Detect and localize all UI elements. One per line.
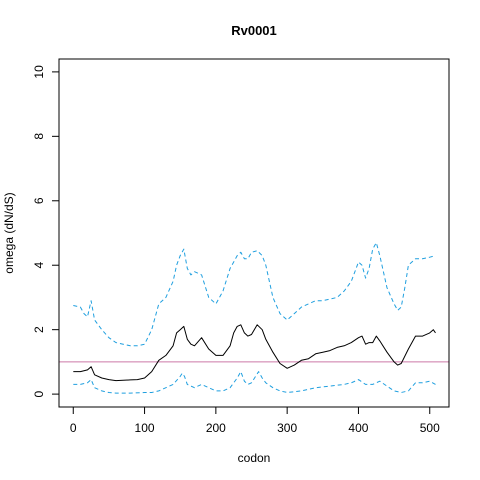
chart-title: Rv0001 [231,23,277,38]
x-axis: 0 100 200 300 400 500 [70,406,440,435]
series-group [73,242,436,394]
x-tick-label: 100 [135,421,155,435]
y-tick-label: 2 [32,326,46,333]
x-tick-label: 300 [277,421,297,435]
y-tick-label: 6 [32,197,46,204]
series-line-lower [73,371,436,394]
x-tick-label: 0 [70,421,77,435]
x-tick-label: 400 [348,421,368,435]
y-tick-label: 8 [32,133,46,140]
series-line-estimate [73,324,436,382]
y-tick-label: 10 [32,65,46,79]
y-axis-label: omega (dN/dS) [2,192,16,273]
x-axis-label: codon [238,451,271,465]
series-line-upper [73,242,436,347]
x-tick-label: 200 [206,421,226,435]
y-tick-label: 0 [32,390,46,397]
x-tick-label: 500 [420,421,440,435]
y-tick-label: 4 [32,262,46,269]
y-axis: 0 2 4 6 8 10 [32,65,60,397]
